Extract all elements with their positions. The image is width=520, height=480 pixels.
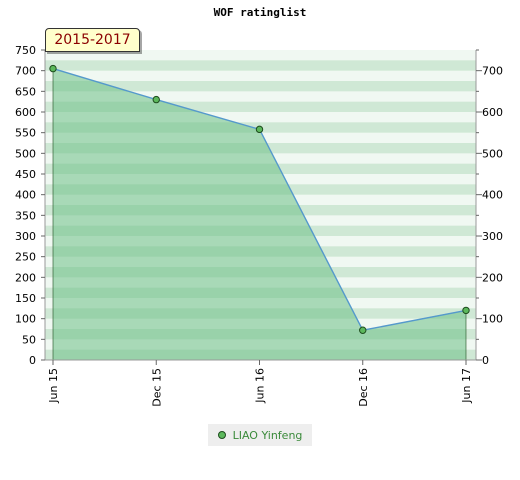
- background-band: [45, 50, 476, 61]
- x-tick-label: Jun 16: [254, 368, 267, 404]
- left-tick-label: 700: [15, 65, 36, 78]
- left-tick-label: 0: [29, 354, 36, 367]
- right-tick-label: 600: [482, 106, 503, 119]
- background-band: [45, 70, 476, 82]
- left-tick-label: 450: [15, 168, 36, 181]
- right-y-axis: 0 100 200 300 400 500 600 700: [475, 49, 503, 367]
- left-tick-label: 400: [15, 189, 36, 202]
- left-tick-label: 200: [15, 271, 36, 284]
- left-tick-label: 50: [22, 333, 36, 346]
- legend[interactable]: LIAO Yinfeng: [208, 424, 312, 446]
- chart-title: WOF ratinglist: [214, 6, 307, 19]
- period-badge: 2015-2017: [45, 28, 140, 52]
- right-tick-label: 300: [482, 230, 503, 243]
- data-point: [255, 125, 264, 134]
- background-band: [45, 60, 476, 72]
- x-tick-label: Jun 17: [460, 368, 473, 404]
- series-markers: [49, 64, 470, 334]
- legend-marker-icon: [217, 431, 226, 439]
- left-tick-label: 100: [15, 313, 36, 326]
- background-band: [45, 81, 476, 92]
- right-tick-label: 100: [482, 313, 503, 326]
- left-tick-label: 150: [15, 292, 36, 305]
- left-tick-label: 600: [15, 106, 36, 119]
- right-tick-label: 500: [482, 147, 503, 160]
- x-tick-label: Jun 15: [47, 368, 60, 404]
- right-tick-label: 700: [482, 65, 503, 78]
- right-tick-label: 400: [482, 189, 503, 202]
- x-tick-label: Dec 15: [150, 368, 163, 407]
- left-tick-label: 300: [15, 230, 36, 243]
- left-tick-label: 250: [15, 251, 36, 264]
- left-tick-label: 350: [15, 209, 36, 222]
- legend-label: LIAO Yinfeng: [232, 428, 303, 442]
- right-tick-label: 200: [482, 271, 503, 284]
- background-band: [45, 101, 476, 113]
- data-point: [462, 306, 470, 315]
- left-tick-label: 550: [15, 127, 36, 140]
- data-point: [152, 95, 160, 104]
- x-axis: Jun 15 Dec 15 Jun 16 Dec 16 Jun 17: [45, 359, 476, 407]
- left-tick-label: 750: [15, 44, 36, 57]
- data-point: [359, 326, 367, 334]
- left-y-axis: 0 50 100 150 200 250 300 350 400 450 500 550 600 650 7…: [15, 44, 46, 367]
- right-tick-label: 0: [482, 354, 489, 367]
- left-tick-label: 650: [15, 85, 36, 98]
- x-tick-label: Dec 16: [357, 368, 370, 407]
- data-point: [49, 64, 57, 73]
- background-band: [45, 91, 476, 103]
- background-band: [45, 112, 476, 123]
- left-tick-label: 500: [15, 147, 36, 160]
